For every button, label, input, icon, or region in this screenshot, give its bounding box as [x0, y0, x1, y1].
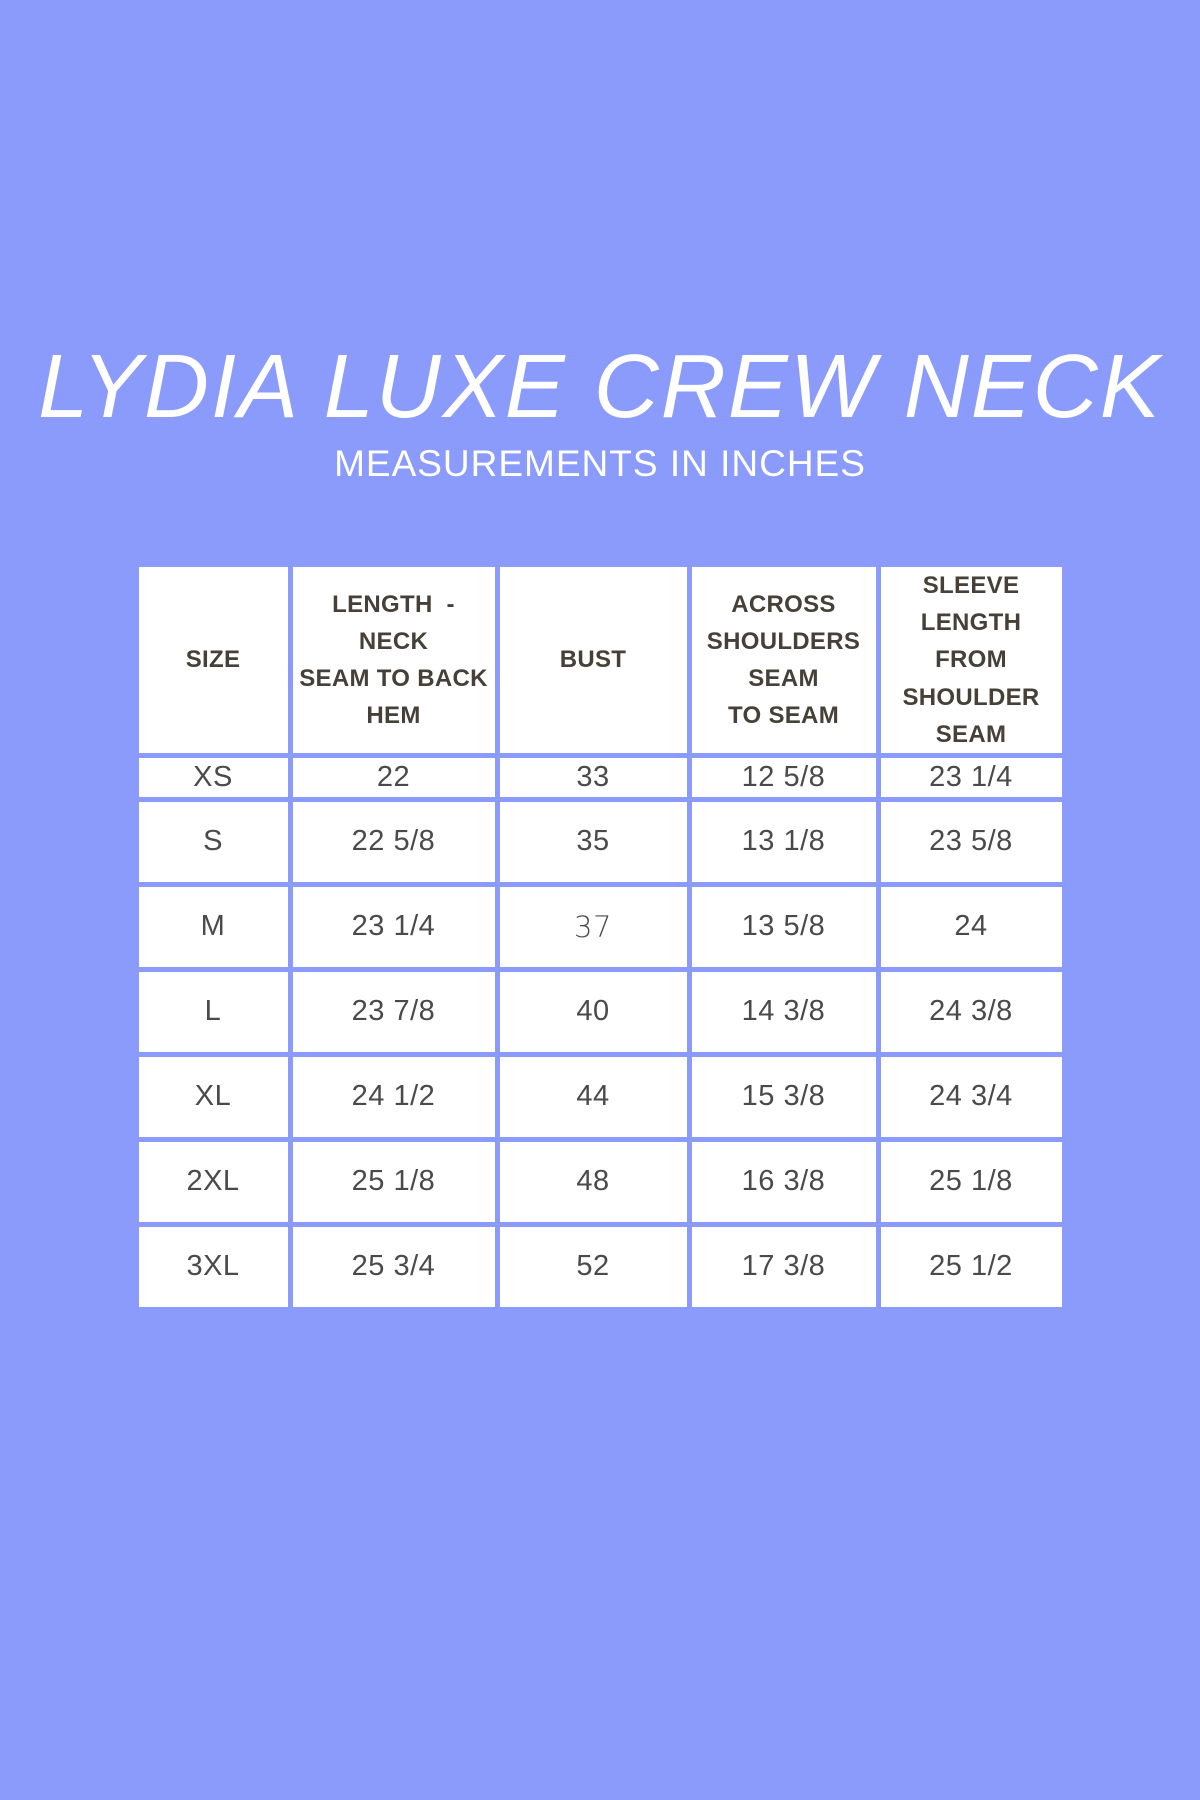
column-header-shoulders: ACROSS SHOULDERS SEAM TO SEAM [691, 567, 876, 753]
measurement-cell: 14 3/8 [691, 971, 876, 1052]
column-header-bust: BUST [499, 567, 687, 753]
measurement-cell: 13 1/8 [691, 801, 876, 882]
size-cell: 3XL [138, 1226, 288, 1307]
size-row-xl: XL 24 1/2 44 15 3/8 24 3/4 [138, 1056, 1062, 1137]
measurement-cell: 23 1/4 [880, 757, 1062, 797]
measurement-cell: 13 5/8 [691, 886, 876, 967]
size-row-m: M 23 1/4 37 13 5/8 24 [138, 886, 1062, 967]
table-header-row: SIZE LENGTH - NECK SEAM TO BACK HEM BUST… [138, 567, 1062, 753]
page-subtitle: MEASUREMENTS IN INCHES [334, 443, 866, 484]
measurement-cell: 23 5/8 [880, 801, 1062, 882]
size-row-xs: XS 22 33 12 5/8 23 1/4 [138, 757, 1062, 797]
size-cell: M [138, 886, 288, 967]
measurement-cell: 25 1/2 [880, 1226, 1062, 1307]
size-cell: 2XL [138, 1141, 288, 1222]
measurement-cell: 24 3/4 [880, 1056, 1062, 1137]
measurement-cell: 23 1/4 [292, 886, 495, 967]
column-header-length: LENGTH - NECK SEAM TO BACK HEM [292, 567, 495, 753]
measurement-cell: 44 [499, 1056, 687, 1137]
measurement-cell: 22 5/8 [292, 801, 495, 882]
size-row-2xl: 2XL 25 1/8 48 16 3/8 25 1/8 [138, 1141, 1062, 1222]
size-cell: L [138, 971, 288, 1052]
measurement-cell: 40 [499, 971, 687, 1052]
measurement-cell: 24 1/2 [292, 1056, 495, 1137]
measurement-cell: 17 3/8 [691, 1226, 876, 1307]
measurement-cell: 15 3/8 [691, 1056, 876, 1137]
measurement-cell: 52 [499, 1226, 687, 1307]
size-row-s: S 22 5/8 35 13 1/8 23 5/8 [138, 801, 1062, 882]
measurement-cell: 33 [499, 757, 687, 797]
size-chart-table: SIZE LENGTH - NECK SEAM TO BACK HEM BUST… [134, 562, 1067, 1312]
measurement-cell: 25 1/8 [292, 1141, 495, 1222]
measurement-cell: 16 3/8 [691, 1141, 876, 1222]
measurement-cell: 25 3/4 [292, 1226, 495, 1307]
measurement-cell: 25 1/8 [880, 1141, 1062, 1222]
measurement-cell: 24 3/8 [880, 971, 1062, 1052]
measurement-cell: 24 [880, 886, 1062, 967]
measurement-cell: 22 [292, 757, 495, 797]
measurement-cell: 48 [499, 1141, 687, 1222]
size-row-3xl: 3XL 25 3/4 52 17 3/8 25 1/2 [138, 1226, 1062, 1307]
measurement-cell: 23 7/8 [292, 971, 495, 1052]
column-header-sleeve: SLEEVE LENGTH FROM SHOULDER SEAM [880, 567, 1062, 753]
size-cell: S [138, 801, 288, 882]
page-title: LYDIA LUXE CREW NECK [38, 337, 1162, 437]
measurement-cell: 35 [499, 801, 687, 882]
size-row-l: L 23 7/8 40 14 3/8 24 3/8 [138, 971, 1062, 1052]
size-cell: XL [138, 1056, 288, 1137]
size-cell: XS [138, 757, 288, 797]
measurement-cell-m-bust: 37 [499, 886, 687, 967]
measurement-cell: 12 5/8 [691, 757, 876, 797]
column-header-size: SIZE [138, 567, 288, 753]
